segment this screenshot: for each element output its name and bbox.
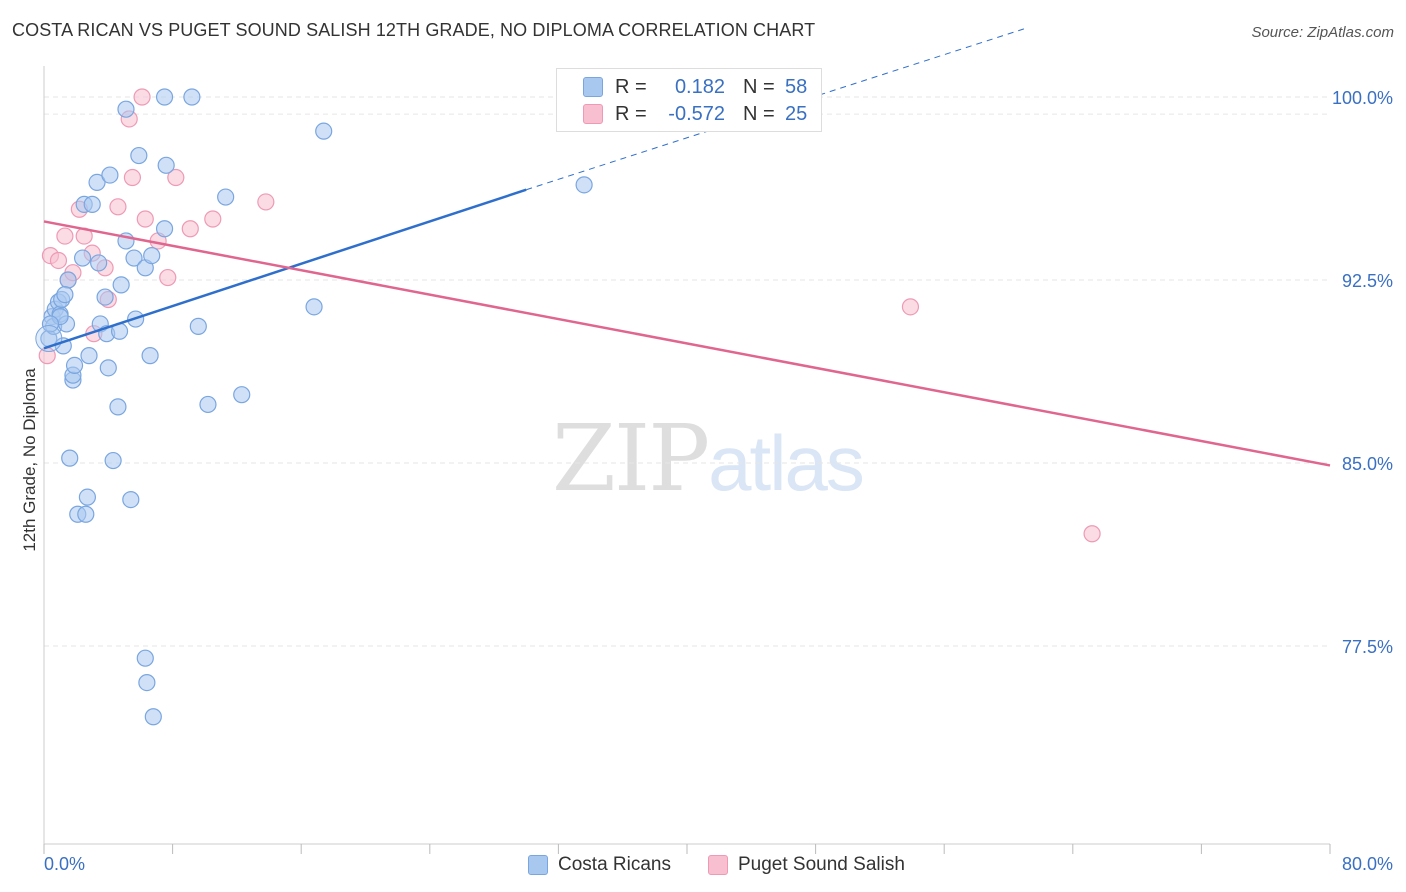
data-point-puget-sound-salish [204, 210, 222, 228]
legend-item-costa-ricans[interactable]: Costa Ricans [528, 852, 671, 878]
watermark-zip: ZIP [552, 405, 710, 512]
data-point-costa-ricans [125, 249, 143, 267]
costa-ricans-points [35, 88, 593, 726]
data-point-puget-sound-salish [49, 251, 68, 270]
data-point-costa-ricans [77, 505, 95, 523]
data-point-costa-ricans [117, 100, 135, 118]
data-point-costa-ricans [96, 288, 114, 306]
data-point-costa-ricans [144, 708, 162, 726]
data-point-costa-ricans [199, 395, 217, 414]
x-tick-label: 0.0% [44, 854, 85, 874]
data-point-costa-ricans [155, 88, 174, 106]
r-value: -0.572 [668, 102, 725, 125]
data-point-costa-ricans [141, 347, 159, 365]
data-point-costa-ricans [122, 491, 140, 509]
data-point-costa-ricans [59, 271, 77, 289]
data-point-costa-ricans [189, 317, 207, 335]
data-point-costa-ricans [83, 195, 101, 213]
data-point-puget-sound-salish [167, 168, 185, 187]
data-point-costa-ricans [90, 254, 108, 272]
legend-row-costa-ricans: R = 0.182 N = 58 [583, 74, 807, 100]
blue-swatch [583, 77, 603, 97]
data-point-costa-ricans [41, 315, 60, 333]
data-point-puget-sound-salish [109, 198, 127, 216]
data-point-costa-ricans [233, 386, 251, 404]
data-point-costa-ricans [65, 356, 84, 374]
trend-line-costa-ricans [43, 188, 527, 350]
data-point-puget-sound-salish [123, 168, 142, 187]
data-point-costa-ricans [80, 347, 98, 365]
data-point-costa-ricans [88, 173, 106, 191]
data-point-costa-ricans [183, 88, 201, 106]
data-point-costa-ricans [101, 166, 119, 184]
pink-swatch [583, 104, 603, 124]
trend-line-puget-sound-salish [43, 220, 1331, 467]
correlation-legend: R = 0.182 N = 58 R = -0.572 N = 25 [556, 68, 822, 132]
data-point-puget-sound-salish [133, 88, 151, 106]
data-point-costa-ricans [136, 649, 154, 667]
r-label: R = [615, 102, 647, 125]
legend-item-puget-sound-salish[interactable]: Puget Sound Salish [708, 852, 905, 878]
data-point-costa-ricans [143, 247, 161, 265]
source-label: Source: ZipAtlas.com [1251, 24, 1394, 41]
tick-labels: 77.5% 85.0% 92.5% 100.0% 0.0% 80.0% [44, 88, 1393, 874]
data-point-costa-ricans [99, 359, 117, 377]
trend-lines [43, 28, 1331, 467]
n-value: 58 [785, 75, 808, 98]
data-point-costa-ricans [305, 298, 323, 316]
grid-lines [44, 96, 1330, 647]
data-point-costa-ricans [78, 488, 97, 506]
data-point-costa-ricans [130, 146, 148, 165]
y-tick-label: 100.0% [1332, 88, 1393, 108]
data-point-costa-ricans [157, 156, 175, 174]
n-value: 25 [785, 102, 808, 125]
data-point-costa-ricans [73, 249, 92, 267]
data-point-costa-ricans [56, 286, 74, 304]
y-tick-label: 92.5% [1342, 271, 1393, 291]
data-point-costa-ricans [575, 176, 593, 194]
data-point-puget-sound-salish [257, 193, 275, 211]
blue-swatch [528, 855, 548, 875]
legend-row-puget-sound-salish: R = -0.572 N = 25 [583, 101, 807, 127]
data-point-puget-sound-salish [56, 227, 74, 245]
data-point-costa-ricans [112, 276, 130, 294]
axes [43, 66, 1331, 854]
data-point-costa-ricans [104, 451, 122, 470]
pink-swatch [708, 855, 728, 875]
data-point-costa-ricans [217, 188, 235, 206]
y-tick-label: 85.0% [1342, 454, 1393, 474]
x-tick-label: 80.0% [1342, 854, 1393, 874]
n-label: N = [743, 75, 775, 98]
data-point-costa-ricans [138, 673, 156, 692]
data-point-costa-ricans [109, 398, 127, 416]
data-point-costa-ricans [61, 449, 79, 467]
data-point-puget-sound-salish [136, 210, 154, 228]
r-value: 0.182 [674, 75, 725, 98]
puget-sound-salish-points [38, 88, 1101, 543]
n-label: N = [743, 102, 775, 125]
legend-label: Costa Ricans [558, 854, 671, 875]
legend-label: Puget Sound Salish [738, 854, 905, 875]
r-label: R = [615, 75, 647, 98]
data-point-puget-sound-salish [181, 220, 199, 238]
y-tick-label: 77.5% [1342, 637, 1393, 657]
data-point-puget-sound-salish [1083, 525, 1101, 543]
data-point-costa-ricans [315, 122, 333, 140]
data-point-puget-sound-salish [901, 298, 920, 316]
data-point-puget-sound-salish [159, 268, 177, 287]
data-point-costa-ricans [155, 220, 174, 238]
series-legend: Costa Ricans Puget Sound Salish [0, 852, 1406, 878]
chart-title: COSTA RICAN VS PUGET SOUND SALISH 12TH G… [12, 20, 816, 40]
